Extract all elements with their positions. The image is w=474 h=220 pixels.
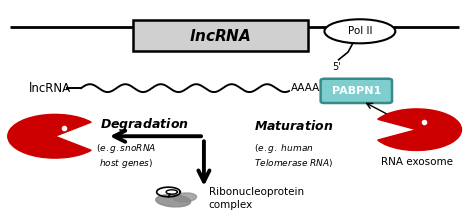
Text: $\it{(e.g.snoRNA}$
$\it{host\ genes)}$: $\it{(e.g.snoRNA}$ $\it{host\ genes)}$ [96,142,156,170]
Text: PABPN1: PABPN1 [332,86,381,96]
Text: lncRNA: lncRNA [29,82,71,95]
Text: $\bfit{lncRNA}$: $\bfit{lncRNA}$ [190,28,252,44]
Wedge shape [378,109,462,150]
Text: $\bfit{Maturation}$: $\bfit{Maturation}$ [254,119,333,133]
Wedge shape [8,114,91,158]
Text: AAAAAAA: AAAAAAA [292,83,343,93]
Text: $\bfit{Degradation}$: $\bfit{Degradation}$ [100,116,189,133]
FancyBboxPatch shape [320,79,392,103]
Ellipse shape [324,19,395,43]
Text: RNA exosome: RNA exosome [381,157,453,167]
Text: 5': 5' [332,62,341,72]
Ellipse shape [156,194,191,207]
Text: Ribonucleoprotein
complex: Ribonucleoprotein complex [209,187,304,210]
FancyBboxPatch shape [133,20,308,51]
Text: Pol II: Pol II [347,26,372,36]
Ellipse shape [173,193,197,202]
Text: $\it{(e.g.\ human}$
$\it{Telomerase\ RNA)}$: $\it{(e.g.\ human}$ $\it{Telomerase\ RNA… [254,142,333,169]
